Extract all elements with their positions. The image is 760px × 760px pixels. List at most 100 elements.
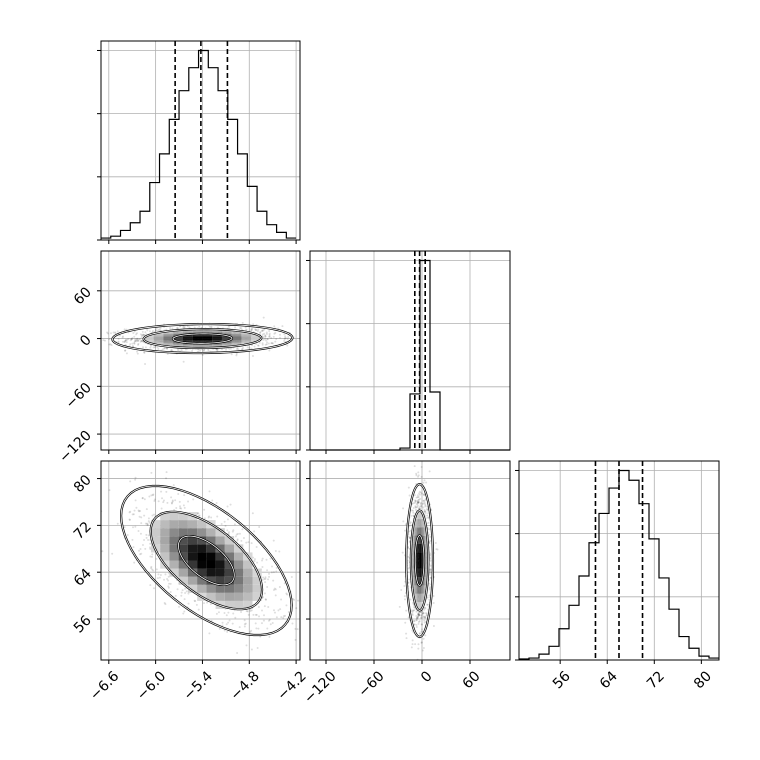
scatter-point xyxy=(262,619,265,622)
density-cell xyxy=(169,512,179,521)
scatter-point xyxy=(259,635,262,638)
scatter-point xyxy=(269,623,272,626)
density-cell xyxy=(231,340,242,342)
density-cell xyxy=(422,519,424,528)
scatter-point xyxy=(140,522,143,525)
density-cell xyxy=(173,333,183,336)
scatter-point xyxy=(243,623,246,626)
density-cell xyxy=(212,330,222,333)
density-cell xyxy=(169,568,179,577)
scatter-point xyxy=(417,612,420,615)
density-cell xyxy=(212,332,222,334)
panel-content xyxy=(101,461,300,660)
scatter-point xyxy=(254,328,257,331)
density-cell xyxy=(187,544,198,553)
scatter-point xyxy=(425,612,428,615)
scatter-point xyxy=(228,347,231,350)
density-cell xyxy=(415,585,417,594)
scatter-point xyxy=(149,547,152,550)
density-cell xyxy=(416,585,419,594)
scatter-point xyxy=(421,649,424,652)
scatter-point xyxy=(320,334,322,336)
scatter-point xyxy=(197,514,200,517)
density-cell xyxy=(422,585,424,594)
scatter-point xyxy=(252,613,255,616)
scatter-point xyxy=(429,577,432,580)
scatter-point xyxy=(187,592,190,595)
scatter-point xyxy=(140,335,143,338)
scatter-point xyxy=(216,326,219,329)
scatter-point xyxy=(139,532,142,535)
scatter-point xyxy=(230,353,233,356)
scatter-point xyxy=(202,349,205,352)
scatter-point xyxy=(305,343,307,345)
density-cell xyxy=(178,536,188,545)
density-cell xyxy=(163,338,174,341)
scatter-point xyxy=(155,557,158,560)
scatter-point xyxy=(163,601,166,604)
contour-highlight-1 xyxy=(410,510,429,611)
scatter-point xyxy=(137,530,140,533)
density-cell xyxy=(173,344,183,347)
scatter-point xyxy=(270,342,273,345)
scatter-point xyxy=(216,348,219,351)
density-cell xyxy=(416,560,419,569)
scatter-point xyxy=(135,340,138,343)
scatter-point xyxy=(135,337,138,340)
scatter-point xyxy=(418,507,421,510)
scatter-point xyxy=(240,327,243,330)
contours xyxy=(405,482,435,639)
scatter-point xyxy=(417,499,420,502)
scatter-point xyxy=(150,471,153,474)
scatter-point xyxy=(261,329,264,332)
scatter-point xyxy=(240,348,243,351)
scatter-point xyxy=(413,465,416,468)
scatter-point xyxy=(131,538,134,541)
scatter-point xyxy=(177,327,180,330)
scatter-point xyxy=(416,616,419,619)
density-cell xyxy=(215,592,225,601)
density-cell xyxy=(422,593,424,602)
density-cell xyxy=(160,552,170,561)
scatter-point xyxy=(428,582,431,585)
scatter-point xyxy=(417,647,420,650)
density-cell xyxy=(413,577,416,586)
scatter-point xyxy=(423,621,426,624)
density-cell xyxy=(169,520,179,529)
scatter-point xyxy=(172,484,175,487)
scatter-point xyxy=(294,627,297,630)
scatter-point xyxy=(170,502,173,505)
scatter-point xyxy=(277,609,280,612)
scatter-point xyxy=(416,496,419,499)
scatter-point xyxy=(418,611,421,614)
scatter-point xyxy=(145,536,148,539)
x-tick-label: 0 xyxy=(418,668,436,686)
scatter-point xyxy=(237,348,240,351)
scatter-point xyxy=(239,326,242,329)
density-cell xyxy=(150,536,161,545)
scatter-point xyxy=(253,345,256,348)
scatter-point xyxy=(117,337,120,340)
density-cell xyxy=(231,341,242,344)
scatter-point xyxy=(178,605,181,608)
scatter-point xyxy=(208,325,211,328)
scatter-point xyxy=(211,499,214,502)
density-cell xyxy=(202,336,213,339)
scatter-point xyxy=(417,622,420,625)
scatter-point xyxy=(108,343,111,346)
scatter-point xyxy=(243,619,246,622)
density-cell xyxy=(419,510,422,520)
scatter-point xyxy=(157,500,160,503)
scatter-point xyxy=(138,515,141,518)
scatter-point xyxy=(279,336,282,339)
density-cell xyxy=(182,330,193,333)
scatter-point xyxy=(180,594,183,597)
scatter-point xyxy=(427,512,430,515)
scatter-point xyxy=(163,347,166,350)
density-cell xyxy=(412,560,414,569)
scatter-point xyxy=(208,490,211,493)
density-cell xyxy=(241,332,252,334)
scatter-point xyxy=(159,327,162,330)
scatter-point xyxy=(417,501,420,504)
scatter-point xyxy=(417,496,420,499)
